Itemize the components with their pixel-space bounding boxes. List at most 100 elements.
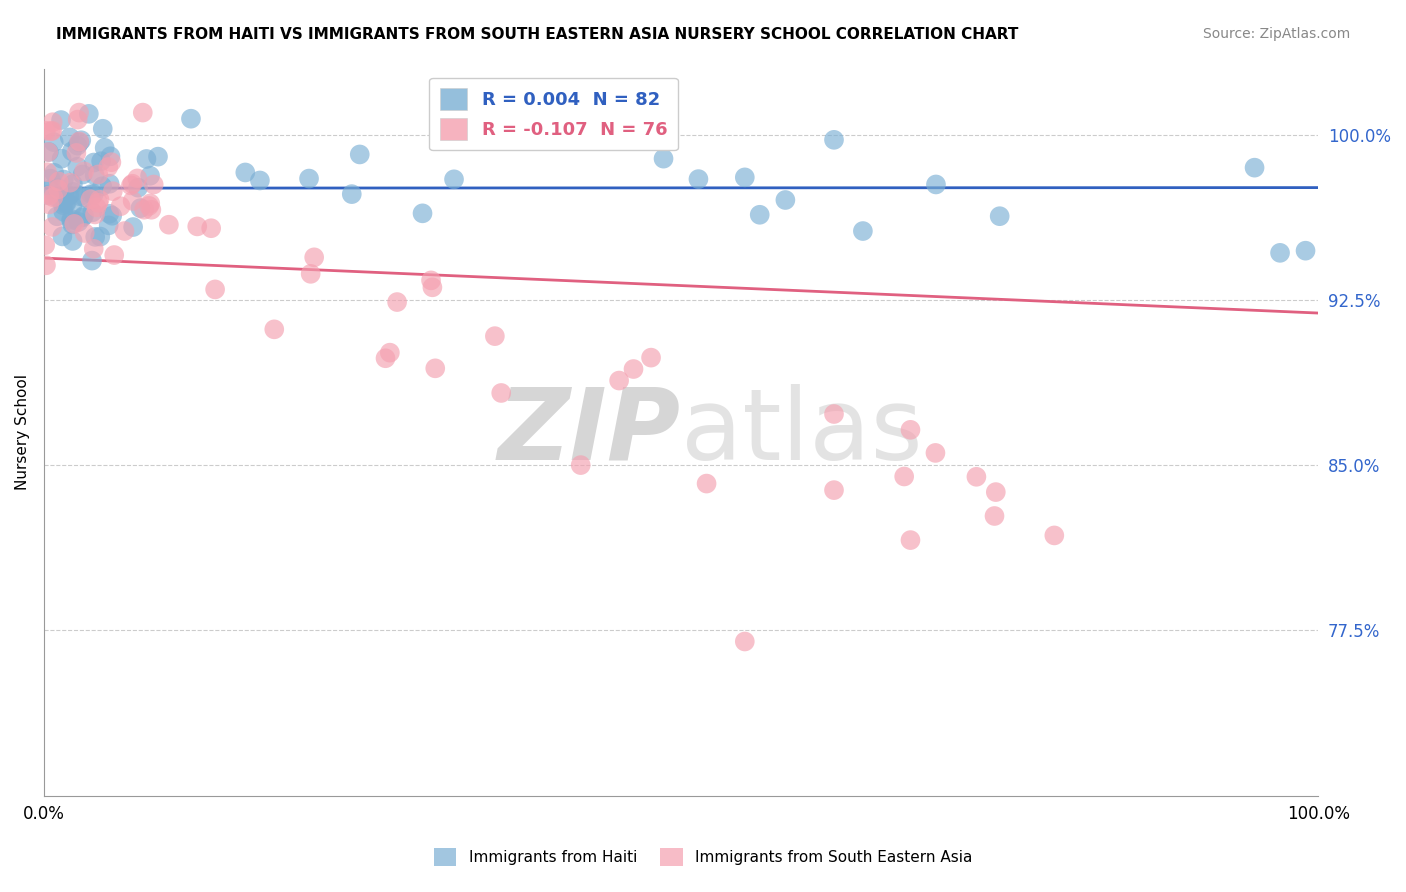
Point <box>138 199 160 213</box>
Point <box>412 206 434 220</box>
Point <box>132 105 155 120</box>
Point <box>120 178 142 193</box>
Point <box>63 217 86 231</box>
Point <box>652 152 675 166</box>
Point <box>852 224 875 238</box>
Point <box>82 205 104 219</box>
Point <box>696 476 718 491</box>
Point <box>60 145 83 159</box>
Point <box>180 112 202 126</box>
Point <box>39 124 62 138</box>
Point <box>86 200 108 214</box>
Point <box>60 199 83 213</box>
Point <box>52 172 75 186</box>
Point <box>103 248 125 262</box>
Point <box>80 253 103 268</box>
Point <box>900 533 922 547</box>
Point <box>965 470 987 484</box>
Point <box>1268 245 1291 260</box>
Point <box>72 168 94 182</box>
Point <box>53 196 76 211</box>
Point <box>121 177 143 191</box>
Point <box>90 154 112 169</box>
Point <box>734 170 756 185</box>
Point <box>87 195 110 210</box>
Point <box>73 190 96 204</box>
Point <box>52 198 75 212</box>
Point <box>110 199 132 213</box>
Point <box>298 171 321 186</box>
Point <box>41 124 63 138</box>
Point <box>98 177 121 191</box>
Point <box>55 195 77 210</box>
Point <box>60 214 83 228</box>
Point <box>900 423 922 437</box>
Point <box>420 273 443 287</box>
Point <box>35 187 58 202</box>
Point <box>823 483 845 497</box>
Point <box>893 469 915 483</box>
Text: Source: ZipAtlas.com: Source: ZipAtlas.com <box>1202 27 1350 41</box>
Legend: R = 0.004  N = 82, R = -0.107  N = 76: R = 0.004 N = 82, R = -0.107 N = 76 <box>429 78 678 151</box>
Point <box>51 229 73 244</box>
Point <box>127 180 149 194</box>
Point <box>249 173 271 187</box>
Point <box>823 133 845 147</box>
Point <box>823 407 845 421</box>
Point <box>39 182 62 196</box>
Point <box>607 374 630 388</box>
Point <box>425 361 447 376</box>
Point <box>484 329 506 343</box>
Point <box>66 138 89 153</box>
Text: ZIP: ZIP <box>498 384 681 481</box>
Point <box>35 124 58 138</box>
Point <box>70 133 93 147</box>
Point <box>775 193 797 207</box>
Point <box>62 185 84 199</box>
Point <box>67 215 90 229</box>
Point <box>52 204 75 219</box>
Point <box>73 209 96 223</box>
Point <box>135 152 157 166</box>
Point <box>925 178 948 192</box>
Text: IMMIGRANTS FROM HAITI VS IMMIGRANTS FROM SOUTH EASTERN ASIA NURSERY SCHOOL CORRE: IMMIGRANTS FROM HAITI VS IMMIGRANTS FROM… <box>56 27 1018 42</box>
Point <box>146 150 169 164</box>
Point <box>59 176 82 190</box>
Y-axis label: Nursery School: Nursery School <box>15 374 30 490</box>
Point <box>114 224 136 238</box>
Point <box>41 115 63 129</box>
Point <box>83 155 105 169</box>
Point <box>62 177 84 191</box>
Point <box>443 172 465 186</box>
Point <box>48 174 70 188</box>
Point <box>263 322 285 336</box>
Point <box>48 181 70 195</box>
Point <box>200 221 222 235</box>
Point <box>489 386 512 401</box>
Point <box>734 634 756 648</box>
Point <box>186 219 208 234</box>
Point <box>87 168 110 182</box>
Point <box>79 192 101 206</box>
Point <box>233 165 256 179</box>
Point <box>127 171 149 186</box>
Point <box>80 187 103 202</box>
Point <box>77 107 100 121</box>
Point <box>83 242 105 256</box>
Point <box>89 229 111 244</box>
Point <box>60 212 83 227</box>
Point <box>83 168 105 182</box>
Point <box>139 196 162 211</box>
Point <box>51 152 73 166</box>
Point <box>34 238 56 252</box>
Point <box>91 179 114 194</box>
Point <box>97 219 120 233</box>
Point <box>89 193 111 207</box>
Point <box>41 219 63 234</box>
Point <box>98 207 121 221</box>
Point <box>640 351 662 365</box>
Point <box>100 149 122 163</box>
Point <box>122 220 145 235</box>
Point <box>67 136 90 150</box>
Point <box>38 197 60 211</box>
